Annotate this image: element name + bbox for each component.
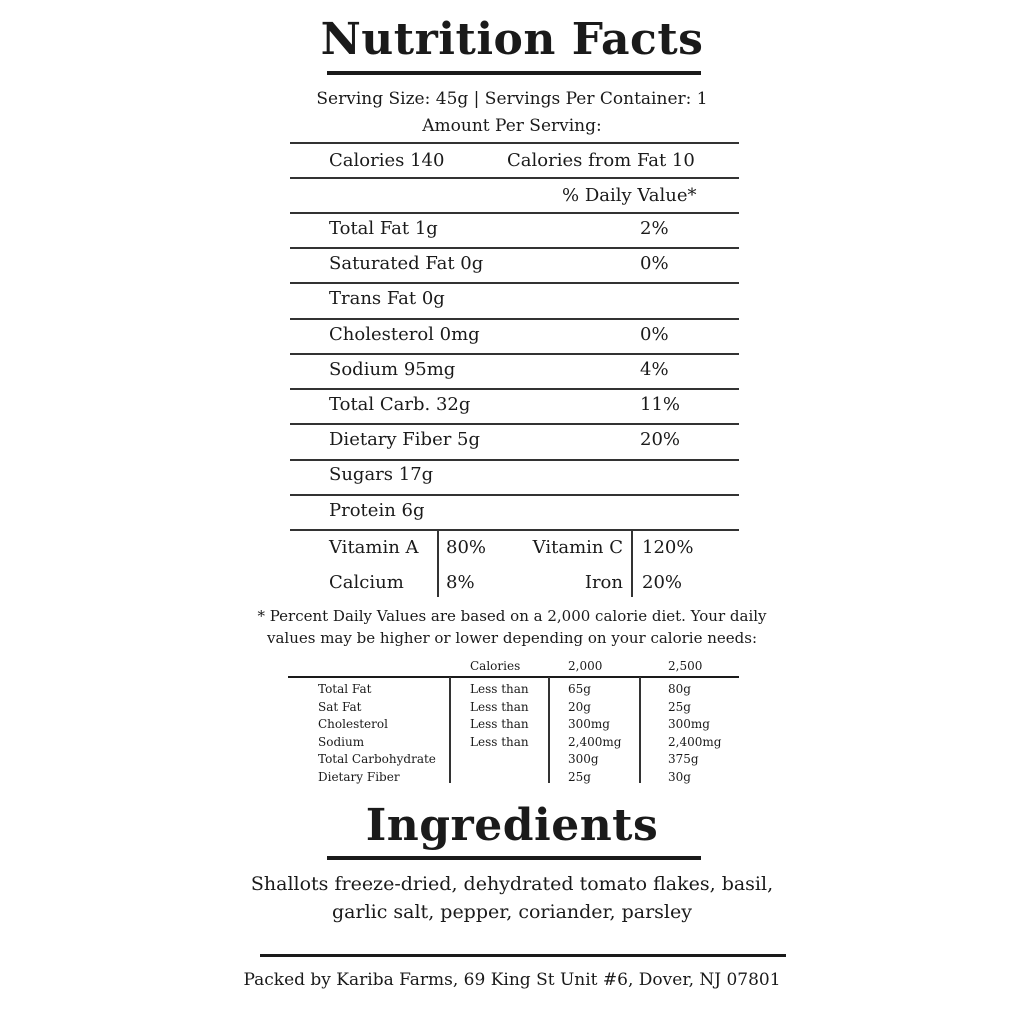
reference-cell: 2,400mg — [668, 734, 722, 749]
divider-line — [290, 318, 739, 320]
nutrient-label: Sodium 95mg — [329, 358, 456, 380]
divider-line — [290, 282, 739, 284]
reference-cell: 65g — [568, 682, 591, 696]
reference-cell: Sat Fat — [318, 699, 362, 714]
vitamin-label: Vitamin A — [329, 537, 419, 558]
divider-line — [290, 494, 739, 496]
divider-line — [290, 459, 739, 461]
nutrient-label: Total Carb. 32g — [329, 394, 471, 415]
divider-line — [290, 247, 739, 249]
vitamin-label: Iron — [584, 572, 623, 593]
ingredients-line-1: Shallots freeze-dried, dehydrated tomato… — [250, 873, 774, 895]
nutrient-row: Total Fat 1g 2% — [290, 212, 739, 247]
reference-cell: 300g — [568, 752, 599, 766]
nutrient-row: Trans Fat 0g — [290, 282, 739, 317]
daily-value-header: % Daily Value* — [562, 185, 697, 206]
reference-cell: Less than — [470, 717, 529, 731]
divider-line — [290, 529, 739, 531]
reference-header: 2,000 — [568, 659, 603, 673]
nutrient-row: Saturated Fat 0g 0% — [290, 247, 739, 282]
vitamin-divider-left — [437, 529, 439, 597]
divider-line — [290, 388, 739, 390]
vitamin-value: 120% — [642, 537, 694, 558]
vitamin-divider-right — [631, 529, 633, 597]
ingredients-underline — [327, 856, 701, 860]
reference-cell: 20g — [568, 699, 591, 714]
reference-cell: 2,400mg — [568, 734, 622, 749]
divider-line — [290, 353, 739, 355]
calories: Calories 140 — [329, 150, 445, 171]
reference-header: 2,500 — [668, 659, 703, 673]
title-underline — [327, 71, 701, 75]
nutrient-row: Total Carb. 32g 11% — [290, 388, 739, 423]
nutrient-row: Protein 6g — [290, 494, 739, 529]
divider-line — [290, 423, 739, 425]
footnote-line-2: values may be higher or lower depending … — [266, 629, 758, 647]
reference-cell: Total Fat — [318, 682, 372, 696]
nutrient-daily-value: 2% — [640, 218, 669, 239]
nutrition-facts-title: Nutrition Facts — [320, 14, 704, 65]
reference-header: Calories — [470, 659, 521, 673]
nutrient-label: Saturated Fat 0g — [329, 253, 484, 275]
nutrient-label: Cholesterol 0mg — [329, 323, 480, 345]
footer-divider — [260, 954, 786, 957]
nutrient-daily-value: 0% — [640, 323, 669, 345]
nutrient-row: Sodium 95mg 4% — [290, 353, 739, 388]
reference-cell: Total Carbohydrate — [318, 752, 436, 766]
divider-line — [290, 212, 739, 214]
reference-cell: Dietary Fiber — [318, 769, 400, 784]
nutrient-label: Dietary Fiber 5g — [329, 429, 481, 451]
reference-cell: 80g — [668, 682, 691, 696]
amount-per-serving: Amount Per Serving: — [422, 116, 602, 136]
vitamin-label: Vitamin C — [532, 537, 623, 558]
reference-cell: 375g — [668, 752, 699, 766]
reference-header-rule — [288, 676, 739, 678]
divider-line — [290, 177, 739, 179]
nutrient-label: Total Fat 1g — [329, 218, 438, 239]
ingredients-title: Ingredients — [365, 800, 659, 851]
nutrient-row: Sugars 17g — [290, 458, 739, 493]
nutrient-label: Protein 6g — [329, 499, 425, 521]
nutrient-row: Cholesterol 0mg 0% — [290, 318, 739, 353]
reference-cell: Sodium — [318, 734, 365, 749]
nutrient-label: Sugars 17g — [329, 464, 434, 486]
vitamin-value: 20% — [642, 572, 683, 593]
vitamin-label: Calcium — [329, 572, 404, 593]
reference-column-divider — [548, 677, 550, 783]
calories-from-fat: Calories from Fat 10 — [507, 150, 695, 171]
nutrient-daily-value: 11% — [640, 394, 681, 415]
reference-cell: Less than — [470, 699, 529, 714]
divider-line — [290, 142, 739, 144]
reference-cell: 25g — [668, 699, 691, 714]
reference-cell: 300mg — [668, 717, 710, 731]
reference-cell: 25g — [568, 769, 591, 784]
reference-cell: 300mg — [568, 717, 610, 731]
nutrient-daily-value: 20% — [640, 429, 681, 451]
nutrient-row: Dietary Fiber 5g 20% — [290, 423, 739, 458]
reference-column-divider — [449, 677, 451, 783]
reference-cell: 30g — [668, 769, 691, 784]
reference-cell: Less than — [470, 734, 529, 749]
reference-cell: Cholesterol — [318, 717, 388, 731]
footnote-line-1: * Percent Daily Values are based on a 2,… — [257, 607, 767, 625]
ingredients-line-2: garlic salt, pepper, coriander, parsley — [332, 901, 692, 923]
nutrient-daily-value: 0% — [640, 253, 669, 275]
serving-size: Serving Size: 45g | Servings Per Contain… — [316, 89, 708, 109]
reference-cell: Less than — [470, 682, 529, 696]
nutrient-label: Trans Fat 0g — [329, 288, 445, 310]
reference-column-divider — [639, 677, 641, 783]
footer-address: Packed by Kariba Farms, 69 King St Unit … — [243, 970, 781, 990]
nutrient-daily-value: 4% — [640, 358, 669, 380]
vitamin-value: 8% — [446, 572, 475, 593]
vitamin-value: 80% — [446, 537, 487, 558]
